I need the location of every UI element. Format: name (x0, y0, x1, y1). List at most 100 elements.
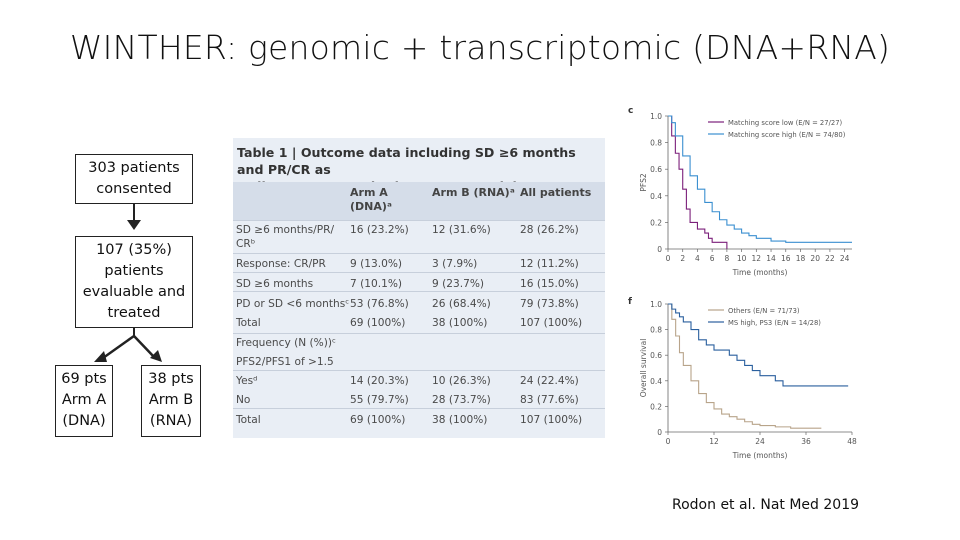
panel-label-c: c (628, 106, 633, 116)
legend-entry: Matching score high (E/N = 74/80) (728, 131, 846, 139)
legend-entry: MS high, PS3 (E/N = 14/28) (728, 319, 821, 327)
table-cell: 107 (100%) (520, 317, 583, 329)
km-chart-f: f 0 0.2 0.4 0.6 0.8 1.0 0 12 24 36 48 Time (months)… (628, 297, 857, 460)
y-tick-label: 0.4 (650, 377, 662, 386)
consented-box: 303 patients consented (75, 154, 193, 204)
table-cell: 16 (23.2%) (350, 224, 409, 236)
x-tick-label: 4 (695, 254, 700, 263)
header-arm-a: Arm A (DNA)ᵃ (350, 186, 392, 213)
x-axis-label: Time (months) (732, 451, 788, 460)
table-cell: 107 (100%) (520, 414, 583, 426)
row-separator (233, 291, 605, 292)
row-separator (233, 370, 605, 371)
table-row-label: CRᵇ (236, 238, 256, 250)
x-tick-label: 16 (781, 254, 791, 263)
table-cell: 7 (10.1%) (350, 278, 403, 290)
arrow-line-right (133, 335, 156, 359)
y-tick-label: 0.8 (650, 326, 662, 335)
table-cell: 10 (26.3%) (432, 375, 491, 387)
table-row-label: PD or SD <6 monthsᶜ (236, 298, 350, 310)
y-axis-label: Overall survival (639, 339, 648, 398)
y-tick-label: 0 (657, 428, 662, 437)
table-cell: 79 (73.8%) (520, 298, 579, 310)
citation: Rodon et al. Nat Med 2019 (672, 497, 860, 513)
y-tick-label: 0.6 (650, 351, 662, 360)
arrow-head-left (94, 351, 107, 362)
x-tick-label: 24 (755, 437, 765, 446)
x-tick-label: 36 (801, 437, 811, 446)
x-tick-label: 12 (709, 437, 719, 446)
y-tick-label: 0.8 (650, 139, 662, 148)
legend-entry: Others (E/N = 71/73) (728, 307, 800, 315)
x-tick-label: 22 (825, 254, 835, 263)
arrow-line-left (102, 334, 135, 360)
x-tick-label: 0 (666, 437, 671, 446)
y-tick-label: 0 (657, 245, 662, 254)
evaluable-box: 107 (35%) patients evaluable and treated (75, 236, 193, 328)
table-cell: 55 (79.7%) (350, 394, 409, 406)
km-series-line (668, 303, 849, 387)
table-row-label: Response: CR/PR (236, 258, 326, 270)
arrow-head-right (150, 350, 162, 362)
y-tick-label: 0.6 (650, 165, 662, 174)
table-row-label: PFS2/PFS1 of >1.5 (236, 356, 334, 368)
y-axis-label: PFS2 (639, 173, 648, 191)
table-cell: 69 (100%) (350, 317, 406, 329)
table-cell: 69 (100%) (350, 414, 406, 426)
km-series-line (668, 303, 822, 429)
table-cell: 53 (76.8%) (350, 298, 409, 310)
table-row-label: SD ≥6 months (236, 278, 314, 290)
arm-a-box: 69 pts Arm A (DNA) (55, 365, 113, 437)
x-tick-label: 0 (666, 254, 671, 263)
table-row-label: Total (236, 414, 261, 426)
table-cell: 16 (15.0%) (520, 278, 579, 290)
table-cell: 12 (31.6%) (432, 224, 491, 236)
table-row-label: Frequency (N (%))ᶜ (236, 337, 336, 349)
y-tick-label: 1.0 (650, 300, 662, 309)
table-cell: 38 (100%) (432, 317, 488, 329)
header-arm-b: Arm B (RNA)ᵃ (432, 186, 515, 199)
table-cell: 24 (22.4%) (520, 375, 579, 387)
x-tick-label: 6 (710, 254, 715, 263)
legend-entry: Matching score low (E/N = 27/27) (728, 119, 843, 127)
y-tick-label: 0.4 (650, 192, 662, 201)
table-cell: 28 (26.2%) (520, 224, 579, 236)
x-tick-label: 12 (752, 254, 762, 263)
header-all: All patients (520, 186, 592, 199)
arrow-head-1 (127, 220, 141, 230)
row-separator (233, 272, 605, 273)
arm-b-box: 38 pts Arm B (RNA) (141, 365, 201, 437)
table-cell: 26 (68.4%) (432, 298, 491, 310)
table-cell: 12 (11.2%) (520, 258, 579, 270)
panel-label-f: f (628, 297, 632, 307)
row-separator (233, 333, 605, 334)
x-axis-label: Time (months) (732, 268, 788, 277)
km-chart-c: c 00.20.40.60.81.00 2 4 6 8 10 12 14 16 18 20 22 24T… (628, 106, 852, 277)
table-divider (233, 220, 605, 221)
table-cell: 9 (13.0%) (350, 258, 403, 270)
table-row-label: Total (236, 317, 261, 329)
x-tick-label: 48 (847, 437, 857, 446)
x-tick-label: 14 (766, 254, 776, 263)
table-row-label: Yesᵈ (236, 375, 258, 387)
x-tick-label: 2 (680, 254, 685, 263)
y-tick-label: 0.2 (650, 402, 662, 411)
row-separator (233, 408, 605, 409)
x-tick-label: 10 (737, 254, 747, 263)
table-cell: 38 (100%) (432, 414, 488, 426)
x-tick-label: 20 (810, 254, 820, 263)
table-cell: 28 (73.7%) (432, 394, 491, 406)
x-tick-label: 18 (796, 254, 806, 263)
row-separator (233, 253, 605, 254)
y-tick-label: 1.0 (650, 112, 662, 121)
table-cell: 9 (23.7%) (432, 278, 485, 290)
x-tick-label: 24 (840, 254, 850, 263)
slide-title: WINTHER: genomic + transcriptomic (DNA+R… (69, 28, 891, 67)
table-cell: 3 (7.9%) (432, 258, 478, 270)
y-tick-label: 0.2 (650, 218, 662, 227)
km-series-line (668, 115, 852, 243)
table-row-label: SD ≥6 months/PR/ (236, 224, 335, 236)
table-cell: 14 (20.3%) (350, 375, 409, 387)
table-row-label: No (236, 394, 251, 406)
